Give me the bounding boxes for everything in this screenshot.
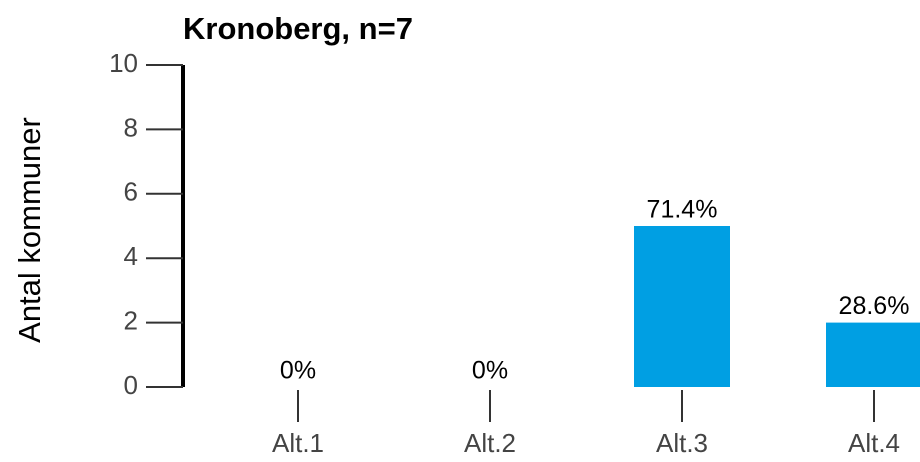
y-tick-label: 0: [124, 370, 138, 400]
value-label: 0%: [280, 357, 316, 385]
y-tick-label: 6: [124, 177, 138, 207]
y-tick-label: 4: [124, 241, 138, 271]
x-tick-label: Alt.4: [848, 428, 900, 458]
y-axis-label: Antal kommuner: [12, 117, 47, 343]
x-tick-label: Alt.2: [464, 428, 516, 458]
y-tick-label: 2: [124, 305, 138, 335]
bar: [826, 322, 920, 387]
y-tick-label: 8: [124, 112, 138, 142]
y-tick-label: 10: [109, 48, 138, 78]
x-tick-label: Alt.3: [656, 428, 708, 458]
x-tick-label: Alt.1: [272, 428, 324, 458]
value-label: 71.4%: [647, 196, 718, 224]
value-label: 0%: [472, 357, 508, 385]
chart-title: Kronoberg, n=7: [183, 11, 413, 46]
bar: [634, 226, 730, 387]
value-label: 28.6%: [839, 292, 910, 320]
